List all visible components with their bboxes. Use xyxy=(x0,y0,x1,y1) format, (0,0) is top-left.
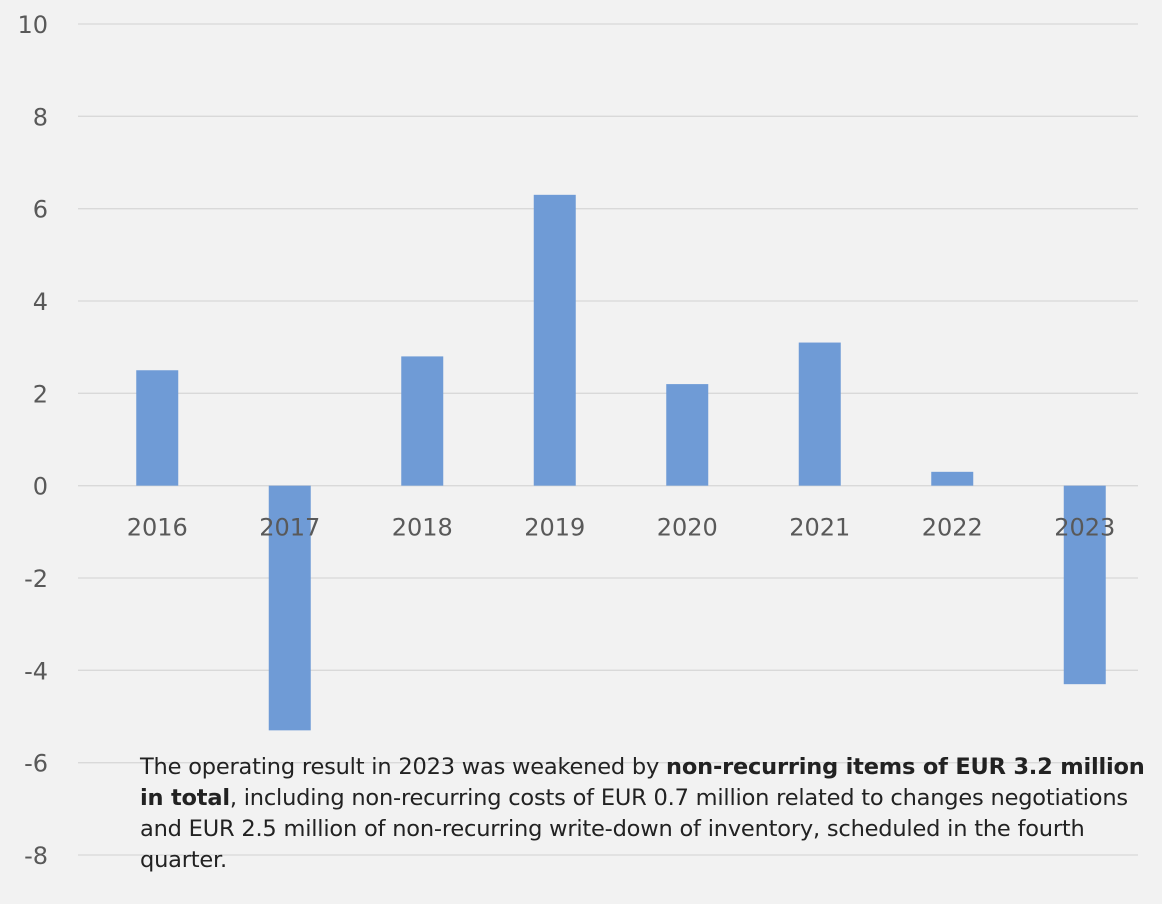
bar-2019 xyxy=(533,194,576,486)
y-tick-label: 4 xyxy=(33,288,48,316)
x-tick-label: 2021 xyxy=(789,514,850,542)
y-tick-label: 0 xyxy=(33,473,48,501)
y-tick-label: 2 xyxy=(33,380,48,408)
annotation-text-before: The operating result in 2023 was weakene… xyxy=(140,754,667,780)
y-tick-label: 6 xyxy=(33,196,48,224)
x-tick-label: 2022 xyxy=(922,514,983,542)
y-tick-label: -6 xyxy=(24,750,48,778)
x-tick-label: 2020 xyxy=(657,514,718,542)
x-tick-label: 2017 xyxy=(259,514,320,542)
annotation-text-after: , including non-recurring costs of EUR 0… xyxy=(140,785,1128,873)
bar-2023 xyxy=(1063,485,1106,685)
bar-2020 xyxy=(666,384,709,486)
x-tick-label: 2023 xyxy=(1054,514,1115,542)
bar-2018 xyxy=(401,356,444,486)
gridlines xyxy=(78,23,1138,856)
x-axis-ticks: 2016 2017 2018 2019 2020 2021 2022 2023 xyxy=(127,514,1116,542)
chart-annotation: The operating result in 2023 was weakene… xyxy=(140,752,1160,876)
bars xyxy=(136,194,1106,731)
y-tick-label: -4 xyxy=(24,657,48,685)
bar-2021 xyxy=(798,342,841,486)
x-tick-label: 2016 xyxy=(127,514,188,542)
bar-2016 xyxy=(136,370,179,486)
y-tick-label: -8 xyxy=(24,842,48,870)
x-tick-label: 2018 xyxy=(392,514,453,542)
bar-2022 xyxy=(931,471,974,486)
y-tick-label: -2 xyxy=(24,565,48,593)
y-axis-ticks: 10 8 6 4 2 0 -2 -4 -6 -8 xyxy=(17,11,48,870)
x-tick-label: 2019 xyxy=(524,514,585,542)
y-tick-label: 10 xyxy=(17,11,48,39)
y-tick-label: 8 xyxy=(33,103,48,131)
bar-2017 xyxy=(268,485,311,731)
annotation-text-bold: non-recurring items of EUR 3.2 million i… xyxy=(140,754,1145,811)
